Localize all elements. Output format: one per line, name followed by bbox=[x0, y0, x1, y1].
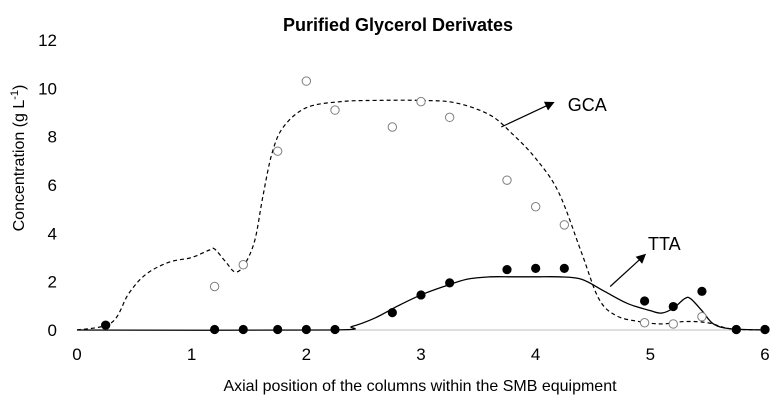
chart-title: Purified Glycerol Derivates bbox=[283, 15, 513, 35]
data-point-gca bbox=[639, 318, 650, 328]
model-line-tta bbox=[76, 276, 766, 331]
data-point-tta bbox=[668, 301, 678, 312]
data-point-tta bbox=[531, 263, 541, 273]
data-point-tta bbox=[760, 324, 770, 335]
annotations: GCA TTA bbox=[501, 95, 681, 287]
y-tick-label: 2 bbox=[48, 273, 57, 292]
data-point-tta bbox=[101, 320, 111, 330]
y-tick-label: 0 bbox=[48, 321, 57, 340]
data-points bbox=[100, 76, 770, 335]
y-axis-label-superscript: -1 bbox=[9, 90, 21, 100]
data-point-gca bbox=[502, 175, 512, 185]
data-point-gca bbox=[559, 220, 570, 230]
annotation-arrow-gca bbox=[501, 101, 555, 128]
data-point-tta bbox=[559, 263, 569, 273]
y-tick-label: 6 bbox=[48, 176, 57, 195]
data-point-tta bbox=[387, 307, 397, 318]
data-point-gca bbox=[272, 146, 283, 156]
data-point-gca bbox=[330, 105, 340, 115]
x-tick-label: 4 bbox=[531, 345, 540, 364]
annotation-arrow-tta bbox=[609, 253, 647, 287]
x-tick-label: 3 bbox=[416, 345, 425, 364]
data-point-gca bbox=[416, 96, 426, 107]
y-tick-label: 10 bbox=[38, 79, 57, 98]
y-axis-label-base: Concentration (g L bbox=[11, 100, 28, 232]
data-point-tta bbox=[639, 296, 650, 306]
x-axis-ticks: 0 1 2 3 4 5 6 bbox=[72, 345, 769, 364]
data-point-gca bbox=[530, 202, 541, 212]
y-tick-label: 8 bbox=[48, 128, 57, 147]
y-axis-ticks: 0 2 4 6 8 10 12 bbox=[38, 31, 57, 340]
data-point-tta bbox=[238, 324, 248, 335]
data-point-gca bbox=[668, 319, 678, 329]
x-tick-label: 1 bbox=[187, 345, 196, 364]
data-point-tta bbox=[301, 324, 311, 335]
data-point-tta bbox=[416, 290, 426, 300]
x-tick-label: 2 bbox=[302, 345, 311, 364]
data-point-tta bbox=[731, 324, 741, 335]
annotation-label-tta: TTA bbox=[648, 234, 681, 254]
data-point-tta bbox=[210, 324, 220, 335]
data-point-gca bbox=[387, 122, 398, 132]
x-tick-label: 5 bbox=[646, 345, 655, 364]
data-point-gca bbox=[238, 260, 248, 270]
data-point-tta bbox=[330, 324, 340, 335]
x-axis-label: Axial position of the columns within the… bbox=[223, 378, 617, 395]
model-lines bbox=[76, 99, 766, 331]
data-point-tta bbox=[273, 324, 283, 335]
y-axis-label: Concentration (g L-1) bbox=[9, 85, 28, 232]
data-point-gca bbox=[697, 312, 707, 322]
data-point-tta bbox=[502, 264, 512, 275]
annotation-label-gca: GCA bbox=[568, 95, 607, 115]
data-point-gca bbox=[209, 281, 220, 292]
data-point-tta bbox=[445, 278, 455, 288]
y-tick-label: 12 bbox=[38, 31, 57, 50]
data-point-gca bbox=[444, 112, 455, 123]
y-axis-label-close: ) bbox=[11, 85, 28, 90]
x-tick-label: 0 bbox=[72, 345, 81, 364]
x-tick-label: 6 bbox=[760, 345, 769, 364]
y-tick-label: 4 bbox=[48, 224, 57, 243]
data-point-tta bbox=[697, 286, 707, 296]
model-line-gca bbox=[76, 99, 766, 331]
data-point-gca bbox=[301, 76, 312, 86]
